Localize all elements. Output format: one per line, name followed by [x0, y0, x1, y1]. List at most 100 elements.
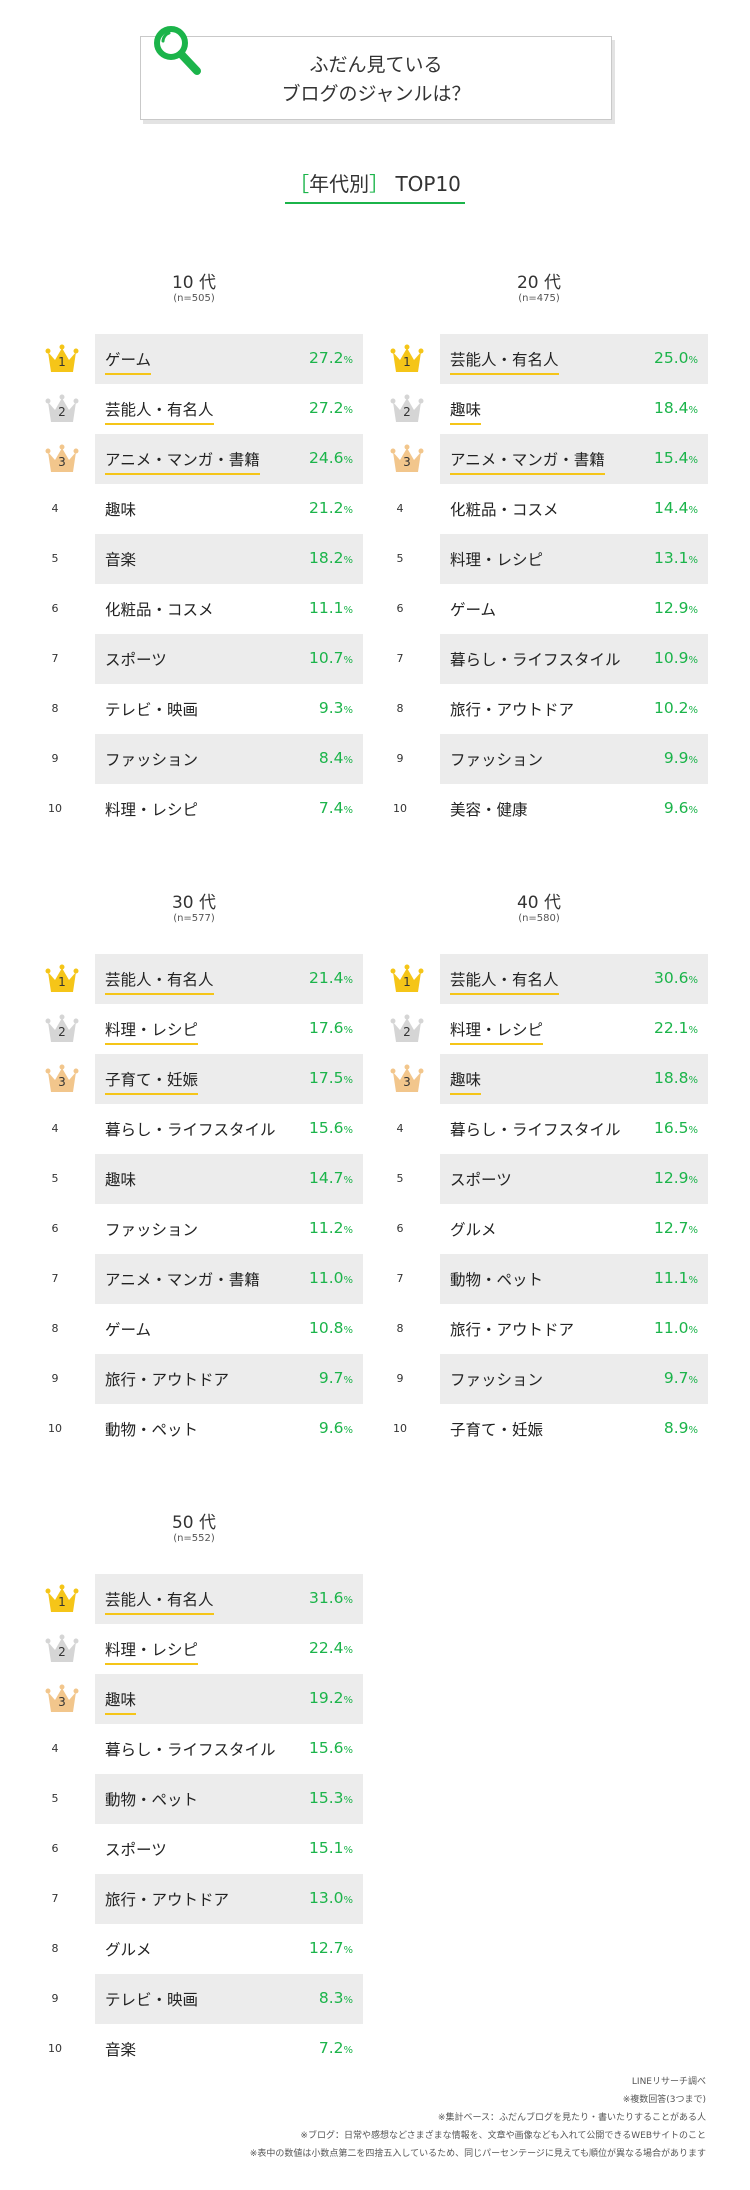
percent-sign: % [343, 805, 353, 816]
percentage-value: 18.4 [653, 399, 689, 417]
rank-crown-icon: 2 [44, 391, 80, 427]
rank-number: 3 [403, 455, 411, 469]
genre-name: 化粧品・コスメ [105, 601, 214, 619]
percent-sign: % [343, 1645, 353, 1656]
ranking-list: 1 芸能人・有名人 21.4% 2 料理・レシピ 17.6% 3 子育て・妊娠 17.5% 4 暮ら… [0, 954, 363, 1454]
rank-crown-icon: 3 [389, 441, 425, 477]
ranking-cell: ゲーム 27.2% [95, 334, 363, 384]
ranking-cell: 趣味 21.2% [95, 484, 363, 534]
rank-number: 1 [58, 1595, 66, 1609]
ranking-row: 1 ゲーム 27.2% [0, 334, 363, 384]
genre-name: 動物・ペット [105, 1421, 199, 1439]
ranking-cell: 旅行・アウトドア 11.0% [440, 1304, 708, 1354]
rank-number: 10 [393, 1422, 407, 1435]
rank-number: 7 [396, 652, 404, 665]
genre-percentage: 31.6% [309, 1589, 353, 1607]
percent-sign: % [688, 755, 698, 766]
percentage-value: 10.8 [308, 1319, 344, 1337]
rank-number: 1 [58, 975, 66, 989]
percent-sign: % [343, 1695, 353, 1706]
ranking-row: 7 暮らし・ライフスタイル 10.9% [345, 634, 708, 684]
percentage-value: 15.4 [653, 449, 689, 467]
genre-percentage: 14.4% [654, 499, 698, 517]
genre-name: 趣味 [450, 1068, 482, 1095]
ranking-cell: 化粧品・コスメ 14.4% [440, 484, 708, 534]
percent-sign: % [343, 1075, 353, 1086]
genre-name: 趣味 [105, 501, 137, 519]
rank-number: 5 [51, 1792, 59, 1805]
genre-percentage: 15.6% [309, 1739, 353, 1757]
rank-crown-icon: 3 [44, 1061, 80, 1097]
genre-name: 動物・ペット [105, 1791, 199, 1809]
ranking-cell: 暮らし・ライフスタイル 15.6% [95, 1724, 363, 1774]
percentage-value: 15.1 [308, 1839, 344, 1857]
genre-percentage: 11.0% [654, 1319, 698, 1337]
genre-name: 趣味 [105, 1171, 137, 1189]
ranking-row: 8 グルメ 12.7% [0, 1924, 354, 1974]
percentage-value: 9.7 [318, 1369, 344, 1387]
ranking-cell: ファッション 9.9% [440, 734, 708, 784]
rank-number: 6 [51, 1222, 59, 1235]
percentage-value: 12.9 [653, 1169, 689, 1187]
rank-number: 2 [58, 405, 66, 419]
percent-sign: % [688, 555, 698, 566]
genre-name: 旅行・アウトドア [105, 1371, 230, 1389]
percent-sign: % [343, 2045, 353, 2056]
percentage-value: 17.6 [308, 1019, 344, 1037]
ranking-row: 2 料理・レシピ 22.4% [0, 1624, 353, 1674]
genre-name: 暮らし・ライフスタイル [105, 1741, 276, 1759]
rank-crown-icon: 2 [44, 1631, 80, 1667]
ranking-cell: 趣味 18.4% [440, 384, 708, 434]
percentage-value: 27.2 [308, 399, 344, 417]
ranking-cell: スポーツ 15.1% [95, 1824, 363, 1874]
ranking-cell: 芸能人・有名人 27.2% [95, 384, 363, 434]
page-title: ふだん見ている ブログのジャンルは？ [141, 51, 611, 109]
percent-sign: % [688, 1025, 698, 1036]
ranking-row: 6 ファッション 11.2% [0, 1204, 354, 1254]
percent-sign: % [688, 505, 698, 516]
ranking-cell: 暮らし・ライフスタイル 15.6% [95, 1104, 363, 1154]
genre-percentage: 15.3% [309, 1789, 353, 1807]
ranking-row: 3 趣味 18.8% [345, 1054, 708, 1104]
percentage-value: 11.0 [308, 1269, 344, 1287]
genre-name: 趣味 [105, 1688, 137, 1715]
page-title-line1: ふだん見ている [309, 54, 443, 76]
genre-name: 料理・レシピ [105, 801, 199, 819]
section-header: 30 代 (n=577) [0, 820, 320, 924]
rank-number: 4 [51, 1742, 59, 1755]
percent-sign: % [343, 1995, 353, 2006]
percent-sign: % [343, 1175, 353, 1186]
ranking-cell: 美容・健康 9.6% [440, 784, 708, 834]
genre-percentage: 8.4% [319, 749, 353, 767]
genre-percentage: 9.7% [664, 1369, 698, 1387]
genre-name: 料理・レシピ [105, 1018, 199, 1045]
section-sample-size: (n=552) [173, 1533, 215, 1544]
section-title: 40 代 [516, 893, 562, 913]
percent-sign: % [343, 1275, 353, 1286]
rank-number: 8 [396, 702, 404, 715]
percentage-value: 11.1 [653, 1269, 689, 1287]
rank-crown-icon: 2 [389, 391, 425, 427]
ranking-row: 1 芸能人・有名人 30.6% [345, 954, 708, 1004]
ranking-row: 6 ゲーム 12.9% [345, 584, 699, 634]
subtitle-text: 年代別 [309, 172, 370, 196]
subtitle-bracket-close: ］ [369, 172, 390, 196]
subtitle-suffix: TOP10 [395, 172, 461, 196]
ranking-row: 8 旅行・アウトドア 10.2% [345, 684, 699, 734]
genre-percentage: 7.4% [319, 799, 353, 817]
ranking-row: 9 ファッション 9.9% [345, 734, 708, 784]
rank-number: 1 [58, 355, 66, 369]
ranking-row: 5 スポーツ 12.9% [345, 1154, 708, 1204]
rank-crown-icon: 1 [44, 961, 80, 997]
percentage-value: 27.2 [308, 349, 344, 367]
percent-sign: % [688, 1075, 698, 1086]
rank-crown-icon: 2 [44, 1011, 80, 1047]
percentage-value: 12.7 [653, 1219, 689, 1237]
genre-name: 芸能人・有名人 [105, 398, 214, 425]
genre-percentage: 10.9% [654, 649, 698, 667]
genre-percentage: 24.6% [309, 449, 353, 467]
percentage-value: 8.3 [318, 1989, 344, 2007]
genre-percentage: 9.3% [319, 699, 353, 717]
genre-name: ゲーム [450, 601, 497, 619]
genre-percentage: 21.2% [309, 499, 353, 517]
